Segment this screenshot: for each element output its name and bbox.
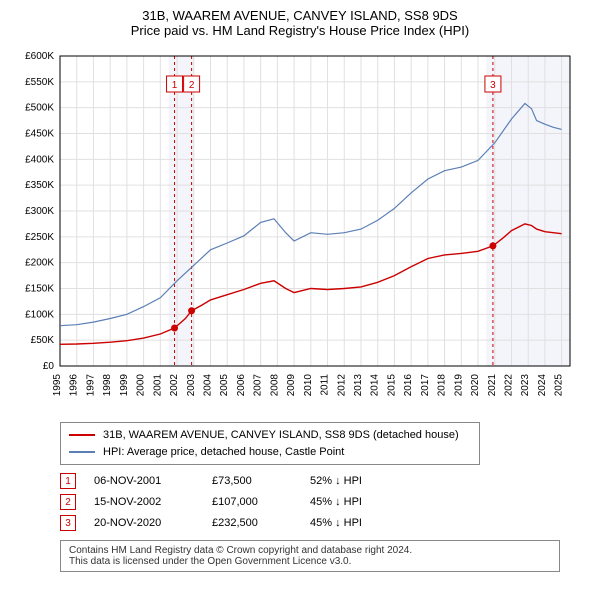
svg-text:2011: 2011 [320, 374, 331, 396]
svg-text:£200K: £200K [25, 258, 54, 269]
svg-text:1999: 1999 [119, 374, 130, 397]
svg-text:2000: 2000 [136, 374, 147, 397]
svg-text:2013: 2013 [353, 374, 364, 397]
title-block: 31B, WAAREM AVENUE, CANVEY ISLAND, SS8 9… [10, 8, 590, 38]
svg-text:£600K: £600K [25, 51, 54, 62]
marker-row: 2 15-NOV-2002 £107,000 45% ↓ HPI [60, 492, 580, 513]
svg-text:£400K: £400K [25, 154, 54, 165]
legend-swatch [69, 434, 95, 436]
chart-area: £0 £50K £100K £150K £200K £250K £300K £350K £400… [10, 46, 590, 416]
legend: 31B, WAAREM AVENUE, CANVEY ISLAND, SS8 9… [60, 422, 480, 465]
svg-text:3: 3 [490, 80, 496, 91]
svg-text:£0: £0 [43, 361, 55, 372]
svg-text:2020: 2020 [470, 374, 481, 397]
footer-line2: This data is licensed under the Open Gov… [69, 556, 551, 567]
legend-swatch [69, 451, 95, 453]
svg-text:2017: 2017 [420, 374, 431, 397]
svg-text:2008: 2008 [269, 374, 280, 397]
marker-price: £73,500 [212, 471, 292, 492]
svg-text:£150K: £150K [25, 284, 54, 295]
marker-date: 06-NOV-2001 [94, 471, 194, 492]
svg-text:£350K: £350K [25, 180, 54, 191]
footer: Contains HM Land Registry data © Crown c… [60, 540, 560, 572]
footer-line1: Contains HM Land Registry data © Crown c… [69, 545, 551, 556]
svg-text:2002: 2002 [169, 374, 180, 397]
svg-text:1996: 1996 [69, 374, 80, 397]
marker-price: £232,500 [212, 513, 292, 534]
marker-pct: 45% ↓ HPI [310, 513, 410, 534]
svg-text:2016: 2016 [403, 374, 414, 397]
chart-svg: £0 £50K £100K £150K £200K £250K £300K £350K £400… [10, 46, 590, 416]
marker-row: 1 06-NOV-2001 £73,500 52% ↓ HPI [60, 471, 580, 492]
chart-container: 31B, WAAREM AVENUE, CANVEY ISLAND, SS8 9… [0, 0, 600, 584]
svg-text:£50K: £50K [31, 335, 55, 346]
svg-text:2009: 2009 [286, 374, 297, 397]
svg-text:2: 2 [189, 80, 195, 91]
legend-label: 31B, WAAREM AVENUE, CANVEY ISLAND, SS8 9… [103, 427, 459, 444]
legend-row: 31B, WAAREM AVENUE, CANVEY ISLAND, SS8 9… [69, 427, 471, 444]
title-line2: Price paid vs. HM Land Registry's House … [10, 23, 590, 38]
svg-text:2024: 2024 [537, 374, 548, 397]
svg-text:2015: 2015 [386, 374, 397, 397]
svg-text:2014: 2014 [370, 374, 381, 397]
svg-text:2003: 2003 [186, 374, 197, 397]
svg-text:2010: 2010 [303, 374, 314, 397]
marker-badge: 1 [60, 473, 76, 489]
svg-text:2018: 2018 [437, 374, 448, 397]
marker-pct: 45% ↓ HPI [310, 492, 410, 513]
marker-badge: 3 [60, 515, 76, 531]
svg-text:2007: 2007 [253, 374, 264, 397]
svg-text:£450K: £450K [25, 129, 54, 140]
marker-pct: 52% ↓ HPI [310, 471, 410, 492]
svg-text:2025: 2025 [554, 374, 565, 397]
legend-row: HPI: Average price, detached house, Cast… [69, 444, 471, 461]
svg-text:2006: 2006 [236, 374, 247, 397]
marker-date: 20-NOV-2020 [94, 513, 194, 534]
marker-price: £107,000 [212, 492, 292, 513]
svg-text:2005: 2005 [219, 374, 230, 397]
legend-label: HPI: Average price, detached house, Cast… [103, 444, 344, 461]
marker-table: 1 06-NOV-2001 £73,500 52% ↓ HPI 2 15-NOV-2002… [60, 471, 580, 534]
svg-text:£500K: £500K [25, 103, 54, 114]
svg-text:2023: 2023 [520, 374, 531, 397]
svg-text:1998: 1998 [102, 374, 113, 397]
svg-text:2012: 2012 [336, 374, 347, 397]
svg-text:2021: 2021 [487, 374, 498, 397]
title-line1: 31B, WAAREM AVENUE, CANVEY ISLAND, SS8 9… [10, 8, 590, 23]
svg-text:1997: 1997 [85, 374, 96, 397]
svg-text:1995: 1995 [52, 374, 63, 397]
svg-text:£300K: £300K [25, 206, 54, 217]
svg-text:1: 1 [172, 80, 178, 91]
svg-text:2019: 2019 [453, 374, 464, 397]
svg-text:£550K: £550K [25, 77, 54, 88]
svg-text:£250K: £250K [25, 232, 54, 243]
svg-text:£100K: £100K [25, 309, 54, 320]
svg-text:2004: 2004 [202, 374, 213, 397]
marker-row: 3 20-NOV-2020 £232,500 45% ↓ HPI [60, 513, 580, 534]
svg-text:2022: 2022 [503, 374, 514, 397]
marker-badge: 2 [60, 494, 76, 510]
marker-date: 15-NOV-2002 [94, 492, 194, 513]
svg-text:2001: 2001 [152, 374, 163, 397]
